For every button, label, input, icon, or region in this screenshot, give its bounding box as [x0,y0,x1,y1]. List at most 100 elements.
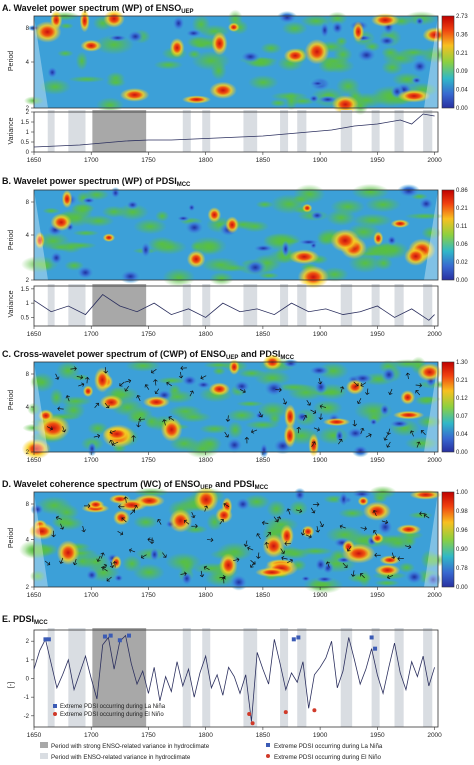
phase-arrow [318,378,323,385]
heatmap-green-blob [194,41,208,48]
panel-b-variance-ylabel: Variance [8,290,15,317]
period-tick-label: 4 [26,538,30,544]
year-tick-label: 1700 [84,457,99,464]
series-line [33,113,435,148]
phase-arrow [102,566,108,572]
phase-arrow [310,507,316,514]
heatmap-blue-blob [176,215,191,222]
phase-arrow [233,557,240,562]
heatmap-hot-blob [28,522,56,540]
heatmap-green-blob [209,271,234,286]
phase-arrow [340,386,345,393]
heatmap-hot-blob [297,265,329,289]
heatmap-hot-blob [284,404,297,429]
heatmap-hot-blob [255,567,289,578]
phase-arrow [178,371,184,379]
y-tick-label: 1 [26,130,30,136]
heatmap-green-blob [236,400,265,407]
colorbar-ramp [441,491,455,588]
colorbar-tick-label: 0.00 [456,450,468,456]
panel-c-title: C. Cross-wavelet power spectrum of (CWP)… [2,349,295,361]
year-tick-label: 1850 [256,732,271,739]
el-nino-point [247,711,252,716]
enso-band [47,628,55,727]
phase-arrow [124,378,132,384]
phase-arrow [154,388,160,395]
colorbar-tick-label: 0.04 [456,88,468,94]
phase-arrow [360,427,365,434]
heatmap-blue-blob [229,573,249,591]
colorbar-tick-label: 0.78 [456,566,468,572]
year-tick-label: 1900 [313,592,328,599]
year-tick-label: 1950 [370,592,385,599]
cone-of-influence-right [424,492,438,587]
heatmap-hot-blob [103,9,125,28]
heatmap-green-blob [404,212,445,220]
el-nino-point [283,710,288,715]
year-tick-label: 2000 [427,157,442,164]
enso-band [47,284,55,326]
heatmap-hot-blob [102,233,116,242]
panel-b-title: B. Wavelet power spectrum (WP) of PDSIMC… [2,176,191,188]
la-nina-point [43,637,48,642]
heatmap-hot-blob [181,95,212,104]
phase-arrow [189,390,194,397]
phase-arrow [300,529,306,536]
phase-arrow [383,434,388,441]
cone-of-influence-left [34,16,48,108]
heatmap-blue-blob [232,379,252,394]
heatmap-hot-blob [422,27,449,43]
enso-band [182,110,191,152]
phase-arrow [191,511,196,519]
phase-arrow [124,385,129,392]
heatmap-blue-blob [281,240,290,258]
phase-arrow [162,552,167,558]
heatmap-hot-blob [397,89,431,103]
heatmap-hot-blob [82,385,94,398]
y-tick-label: 2 [26,639,30,645]
phase-arrow [103,367,108,374]
heatmap-green-blob [72,229,100,237]
year-tick-label: 1900 [313,331,328,338]
phase-arrow [130,509,136,515]
phase-arrow [200,375,207,380]
la-nina-point [126,633,131,638]
heatmap-hot-blob [116,498,148,512]
heatmap-green-blob [270,91,309,101]
heatmap-green-blob [266,500,287,518]
heatmap-blue-blob [386,234,398,246]
colorbar-c: 1.30 0.21 0.12 0.07 0.04 0.00 [441,360,468,456]
heatmap-blue-blob [411,76,423,85]
heatmap-green-blob [408,511,433,519]
phase-arrow [365,388,370,396]
heatmap-green-blob [374,579,400,587]
colorbar-tick-label: 0.00 [456,585,468,591]
heatmap-green-blob [281,21,308,36]
heatmap-green-blob [254,369,291,387]
heatmap-blue-blob [107,34,129,42]
la-nina-point [46,637,51,642]
heatmap-hot-blob [304,39,330,65]
period-tick-label: 8 [26,502,30,508]
heatmap-blue-blob [314,379,328,395]
phase-arrow [312,502,320,507]
heatmap-green-blob [255,200,274,209]
heatmap-green-blob [87,421,109,436]
heatmap-green-blob [289,500,309,516]
phase-arrow [315,526,321,533]
year-tick-label: 2000 [427,732,442,739]
phase-arrow [109,439,114,446]
phase-arrow [166,381,172,387]
phase-arrow [416,441,421,448]
heatmap-blue-blob [252,244,275,253]
heatmap-hot-blob [373,231,384,246]
panel-a-variance: 0 0.5 1 1.5 2 [21,110,439,156]
colorbar-tick-label: 0.02 [456,260,468,266]
legend-period-label: Period with ENSO-related variance in hyd… [51,754,191,761]
heatmap-blue-blob [415,16,425,26]
heatmap-hot-blob [119,88,150,102]
panel-a-bands [47,110,433,152]
heatmap-blue-blob [307,365,331,376]
year-tick-label: 1750 [141,592,156,599]
phase-arrow [387,574,394,580]
